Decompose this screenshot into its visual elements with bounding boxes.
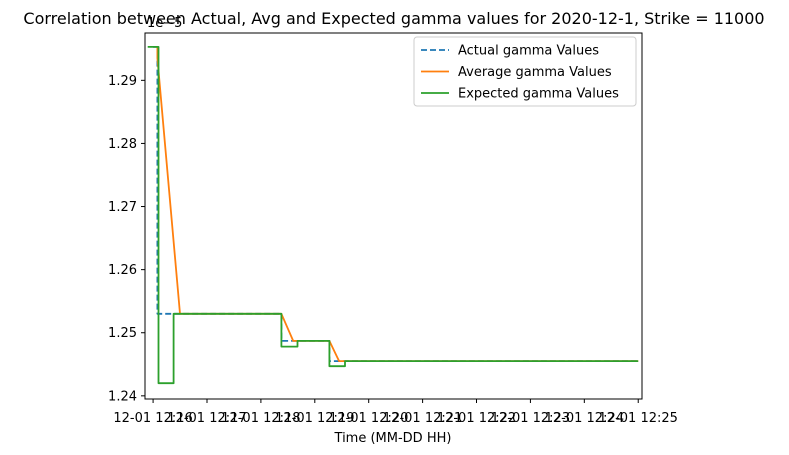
legend-label-3: Expected gamma Values (458, 87, 619, 102)
y-offset-label: 1e−5 (147, 16, 182, 31)
x-tick-label: 12-01 12:16 (113, 411, 192, 426)
x-tick-label: 12-01 12:22 (437, 411, 516, 426)
legend-label-2: Average gamma Values (458, 65, 612, 80)
y-axis: 1.24 1.25 1.26 1.27 1.28 1.29 (108, 74, 145, 404)
x-tick-label: 12-01 12:23 (491, 411, 570, 426)
y-tick-label: 1.28 (108, 137, 137, 152)
x-tick-label: 12-01 12:24 (545, 411, 624, 426)
y-tick-label: 1.27 (108, 200, 137, 215)
chart-title: Correlation between Actual, Avg and Expe… (23, 9, 764, 28)
y-tick-label: 1.24 (108, 389, 137, 404)
series-line-3 (147, 46, 639, 385)
legend: Actual gamma Values Average gamma Values E… (413, 36, 637, 107)
legend-label-1: Actual gamma Values (458, 44, 599, 59)
y-tick-label: 1.26 (108, 263, 137, 278)
plot-frame (144, 32, 643, 400)
legend-frame (413, 36, 637, 107)
x-tick-label: 12-01 12:20 (329, 411, 408, 426)
x-tick-label: 12-01 12:25 (599, 411, 678, 426)
y-tick-label: 1.25 (108, 326, 137, 341)
plot-area (147, 46, 639, 385)
series-line-2 (156, 46, 639, 363)
x-tick-label: 12-01 12:18 (221, 411, 300, 426)
x-tick-label: 12-01 12:19 (275, 411, 354, 426)
x-tick-label: 12-01 12:21 (383, 411, 462, 426)
x-axis-label: Time (MM-DD HH) (334, 431, 452, 446)
x-tick-label: 12-01 12:17 (167, 411, 246, 426)
y-tick-label: 1.29 (108, 74, 137, 89)
